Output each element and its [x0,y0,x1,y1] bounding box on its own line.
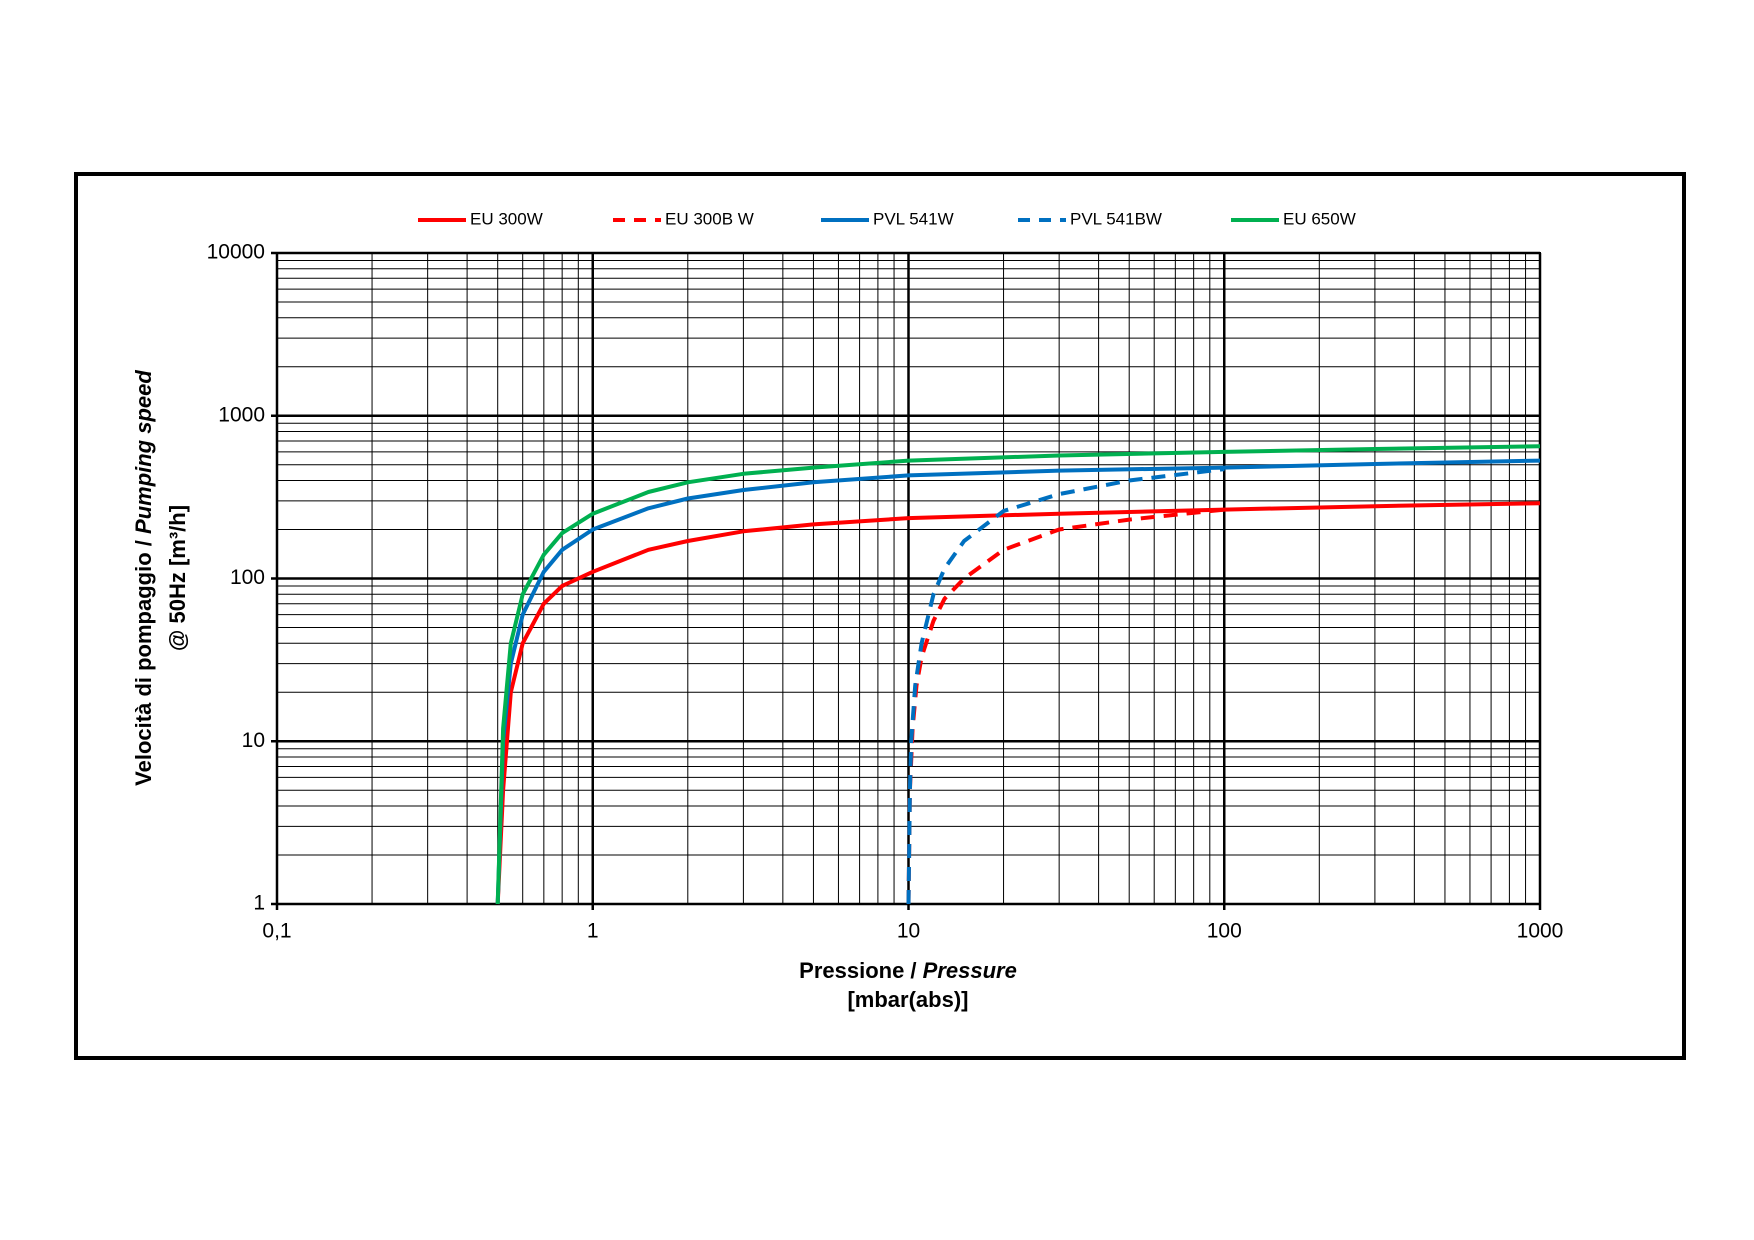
y-tick-label: 1 [253,892,265,915]
legend-label: EU 650W [1283,209,1356,228]
x-axis-unit: [mbar(abs)] [847,987,968,1012]
series-line [906,467,1225,905]
y-title-italic: Pumping speed [131,370,156,534]
x-tick-label: 10 [897,920,920,943]
y-tick-label: 100 [230,566,265,589]
y-tick-label: 10 [242,729,265,752]
series-line [495,444,1541,905]
series-line [495,458,1541,905]
x-tick-label: 100 [1207,920,1242,943]
x-title-text: Pressione / [799,958,916,983]
y-axis-title: Velocità di pompaggio / Pumping speed [131,370,156,786]
y-axis-unit: @ 50Hz [m³/h] [165,505,190,651]
series-line [495,501,1541,905]
x-tick-label: 0,1 [262,920,291,943]
x-title-italic: Pressure [923,958,1017,983]
legend-label: PVL 541BW [1070,209,1162,228]
legend-label: PVL 541W [873,209,954,228]
y-title-text: Velocità di pompaggio / [131,540,156,786]
y-axis-title-group: Velocità di pompaggio / Pumping speed @ … [131,370,190,786]
x-tick-label: 1 [587,920,599,943]
y-tick-label: 10000 [207,241,265,264]
x-axis-title: Pressione / Pressure [799,958,1017,983]
legend-label: EU 300B W [665,209,754,228]
chart-frame [74,172,1686,1060]
series-line [906,507,1225,905]
y-tick-label: 1000 [218,403,265,426]
legend-label: EU 300W [470,209,543,228]
x-tick-label: 1000 [1517,920,1564,943]
